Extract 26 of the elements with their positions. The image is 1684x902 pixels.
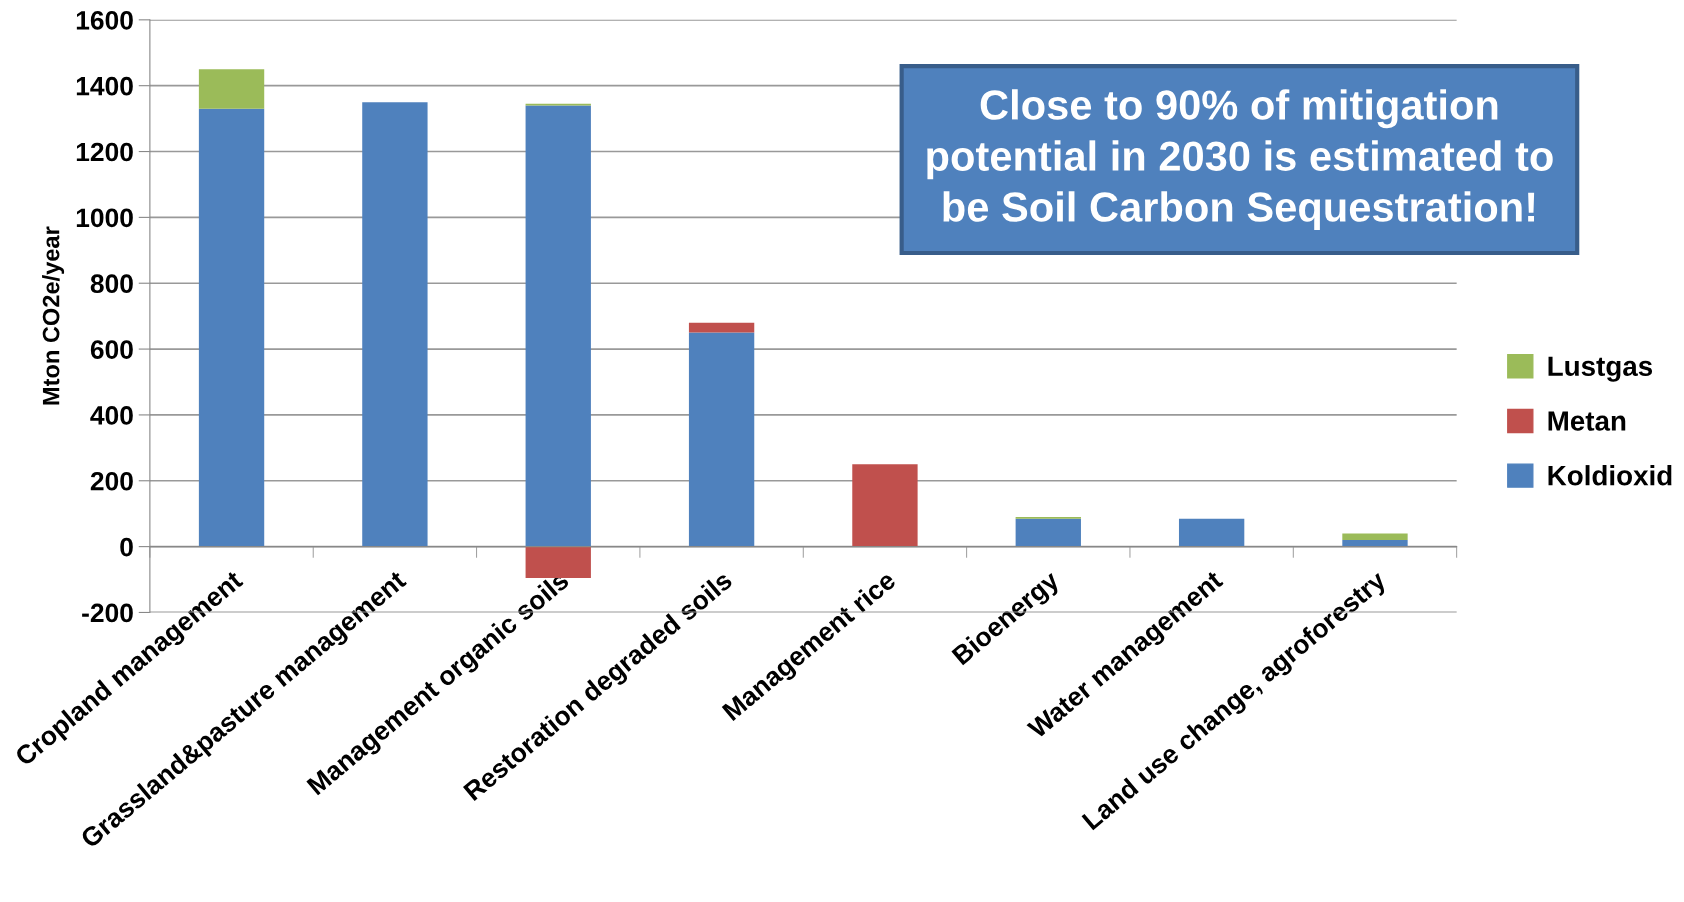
bar [525,546,591,578]
y-tick-label: 400 [90,406,133,425]
y-tick-label: 1600 [76,10,133,30]
y-tick-label: 0 [120,537,133,557]
y-axis-title: Mton CO2e/year [42,226,65,405]
y-tick-label: 800 [90,274,133,294]
bar [688,332,755,547]
bar [1342,533,1408,541]
y-tick-label: 600 [90,340,133,359]
y-tick-label: 200 [90,471,133,491]
legend-label: Koldioxid [1548,465,1672,486]
bar [525,105,591,547]
annotation: Close to 90% of mitigation potential in 2030 is estimated to be Soil Carbon Sequestration! [927,89,1553,231]
bar [1015,518,1081,547]
bar [688,322,755,333]
legend-label: Metan [1548,411,1626,431]
bar [198,108,265,547]
y-tick-label: 1400 [76,76,133,96]
y-tick-label: 1000 [76,208,133,228]
bar [1342,540,1408,547]
bar [362,102,428,547]
y-tick-label: 1200 [76,142,133,162]
bar [1178,518,1245,547]
bar [852,464,918,547]
bar [198,69,265,109]
legend-label: Lustgas [1548,356,1653,382]
